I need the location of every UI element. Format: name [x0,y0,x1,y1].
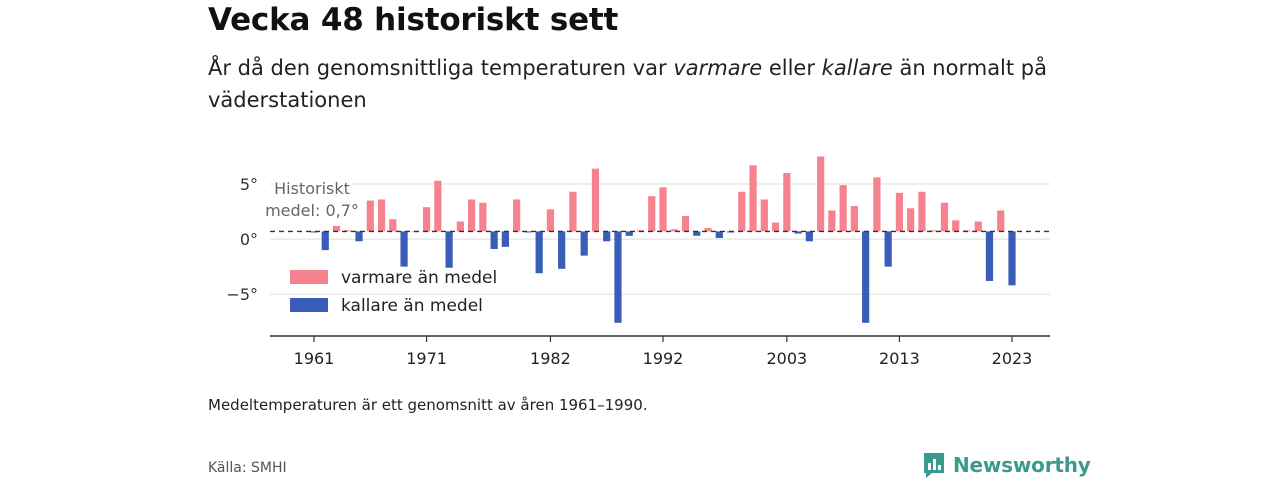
bar-warm [738,191,746,232]
baseline-label-line2: medel: 0,7° [265,201,359,220]
x-tick-label: 1961 [294,349,335,368]
chart-note: Medeltemperaturen är ett genomsnitt av å… [208,396,648,414]
bar-warm [783,173,791,232]
legend-swatch-warm [290,270,328,284]
bar-cold [715,231,723,238]
legend-swatch-cold [290,298,328,312]
newsworthy-logo: Newsworthy [922,451,1091,479]
bar-warm [670,229,678,232]
bar-warm [344,230,352,232]
bar-warm [332,225,341,232]
bar-warm [952,220,960,232]
bar-warm [749,165,757,232]
newsworthy-logo-icon [924,453,944,478]
bar-cold [580,231,588,256]
source-credit: Källa: SMHI [208,460,287,476]
subtitle-warm-word: varmare [673,56,763,80]
bar-warm [468,199,476,232]
bar-warm [648,196,656,232]
chart-subtitle: År då den genomsnittliga temperaturen va… [208,52,1058,116]
legend-label-warm: varmare än medel [341,268,497,288]
bar-warm [895,192,904,232]
bar-warm [940,202,949,232]
x-tick-label: 2023 [992,349,1033,368]
bar-cold [321,231,329,251]
bar-warm [974,221,982,232]
bar-warm [704,228,712,232]
bar-cold [445,231,453,268]
bar-cold [985,231,994,281]
bar-warm [389,219,397,232]
bar-warm [850,206,858,232]
bar-chart: 5° 0° −5° Historiskt medel: 0,7° 1961 1971 1982… [226,156,1050,368]
x-tick-label: 2003 [766,349,807,368]
bar-cold [805,231,813,242]
subtitle-part3: än normalt på väderstationen [208,56,1047,112]
x-tick-label: 1982 [530,349,571,368]
x-tick-label: 2013 [879,349,920,368]
bar-warm [366,200,374,232]
chart-title: Vecka 48 historiskt sett [208,2,619,38]
bar-warm [760,199,768,232]
bar-cold [490,231,498,250]
y-tick-label: −5° [226,285,258,304]
bar-warm [771,222,780,232]
bar-cold [524,231,532,233]
bar-warm [591,168,600,232]
x-tick-label: 1971 [406,349,447,368]
y-tick-label: 5° [240,175,258,194]
bar-cold [625,231,633,236]
bar-cold [603,231,611,242]
bar-warm [456,221,464,232]
bar-warm [817,156,825,232]
bar-warm [569,191,577,232]
bar-warm [907,208,915,232]
baseline-label-line1: Historiskt [274,179,350,198]
bar-warm [828,210,836,232]
bar-cold [1008,231,1016,286]
bar-warm [929,230,937,232]
bar-cold [558,231,566,269]
bar-cold [614,231,622,323]
bar-warm [434,180,442,232]
bar-cold [355,231,363,242]
bar-cold [535,231,543,274]
bar-warm [918,191,926,232]
bar-cold [794,231,802,234]
x-tick-label: 1992 [643,349,684,368]
bar-warm [422,207,431,232]
bar-warm [659,187,667,232]
bar-cold [862,231,870,323]
bar-warm [479,202,487,232]
bar-cold [693,231,701,236]
bar-warm [546,209,555,232]
bar-cold [400,231,408,267]
bar-warm [839,185,847,232]
bar-warm [513,199,521,232]
bar-warm [377,199,386,232]
bar-warm [997,210,1005,232]
subtitle-cold-word: kallare [821,56,893,80]
subtitle-part1: År då den genomsnittliga temperaturen va… [208,56,674,80]
legend-label-cold: kallare än medel [341,296,483,316]
subtitle-part2: eller [762,56,822,80]
bar-warm [681,215,690,232]
brand-name: Newsworthy [953,453,1091,477]
bar-warm [873,177,881,232]
bar-cold [884,231,892,267]
y-tick-label: 0° [240,230,258,249]
bar-cold [310,231,318,233]
bar-cold [501,231,509,247]
